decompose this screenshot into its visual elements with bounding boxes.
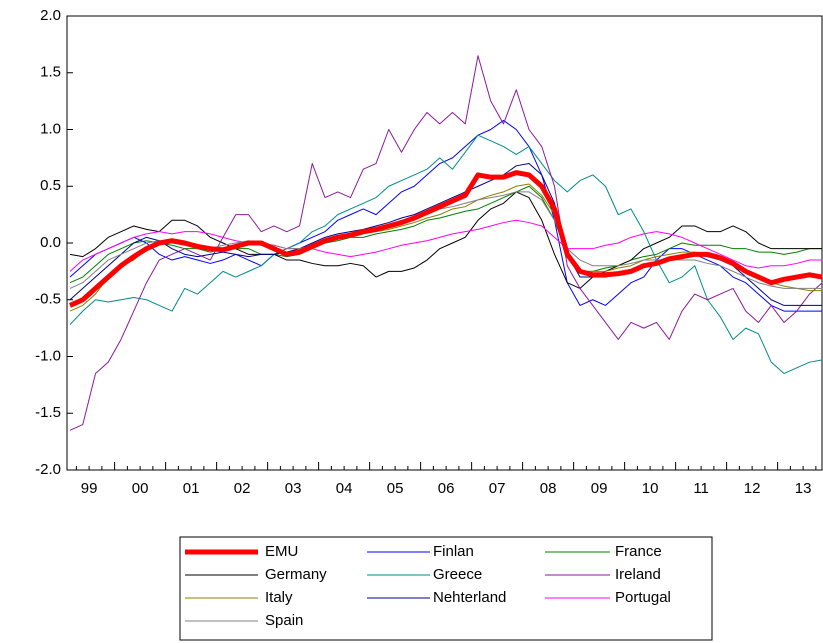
legend-label: Portugal <box>615 589 671 606</box>
y-tick-label: -1.0 <box>35 347 61 364</box>
series-line <box>69 134 823 375</box>
x-tick-label: 06 <box>438 480 455 497</box>
x-tick-label: 00 <box>132 480 149 497</box>
series-line <box>69 55 823 431</box>
legend-label: Italy <box>265 589 293 606</box>
series-line <box>69 219 823 272</box>
y-tick-label: -2.0 <box>35 461 61 478</box>
x-tick-label: 99 <box>81 480 98 497</box>
y-tick-label: -1.5 <box>35 404 61 421</box>
y-tick-label: 0.5 <box>40 177 61 194</box>
legend-label: Spain <box>265 612 303 629</box>
legend-label: Germany <box>265 566 327 583</box>
x-tick-label: 03 <box>285 480 302 497</box>
x-tick-label: 13 <box>795 480 812 497</box>
series-line <box>69 185 823 284</box>
legend-box <box>179 536 713 641</box>
legend-label: Finlan <box>433 543 474 560</box>
y-tick-label: 1.5 <box>40 64 61 81</box>
y-tick-label: 1.0 <box>40 120 61 137</box>
x-tick-label: 02 <box>234 480 251 497</box>
x-tick-label: 09 <box>591 480 608 497</box>
series-line <box>69 163 823 306</box>
x-tick-label: 08 <box>540 480 557 497</box>
x-tick-label: 12 <box>744 480 761 497</box>
series-line <box>68 170 823 308</box>
x-tick-label: 04 <box>336 480 353 497</box>
legend-label: Greece <box>433 566 482 583</box>
x-tick-label: 05 <box>387 480 404 497</box>
legend-label: Ireland <box>615 566 661 583</box>
legend-label: France <box>615 543 662 560</box>
x-tick-label: 01 <box>183 480 200 497</box>
legend-label: EMU <box>265 543 298 560</box>
legend-label: Nehterland <box>433 589 506 606</box>
y-tick-label: 0.0 <box>40 234 61 251</box>
series-line <box>69 191 823 289</box>
x-tick-label: 10 <box>642 480 659 497</box>
x-tick-label: 07 <box>489 480 506 497</box>
y-tick-label: 2.0 <box>40 7 61 24</box>
series-line <box>69 119 823 312</box>
x-tick-label: 11 <box>693 480 709 497</box>
y-tick-label: -0.5 <box>35 291 61 308</box>
